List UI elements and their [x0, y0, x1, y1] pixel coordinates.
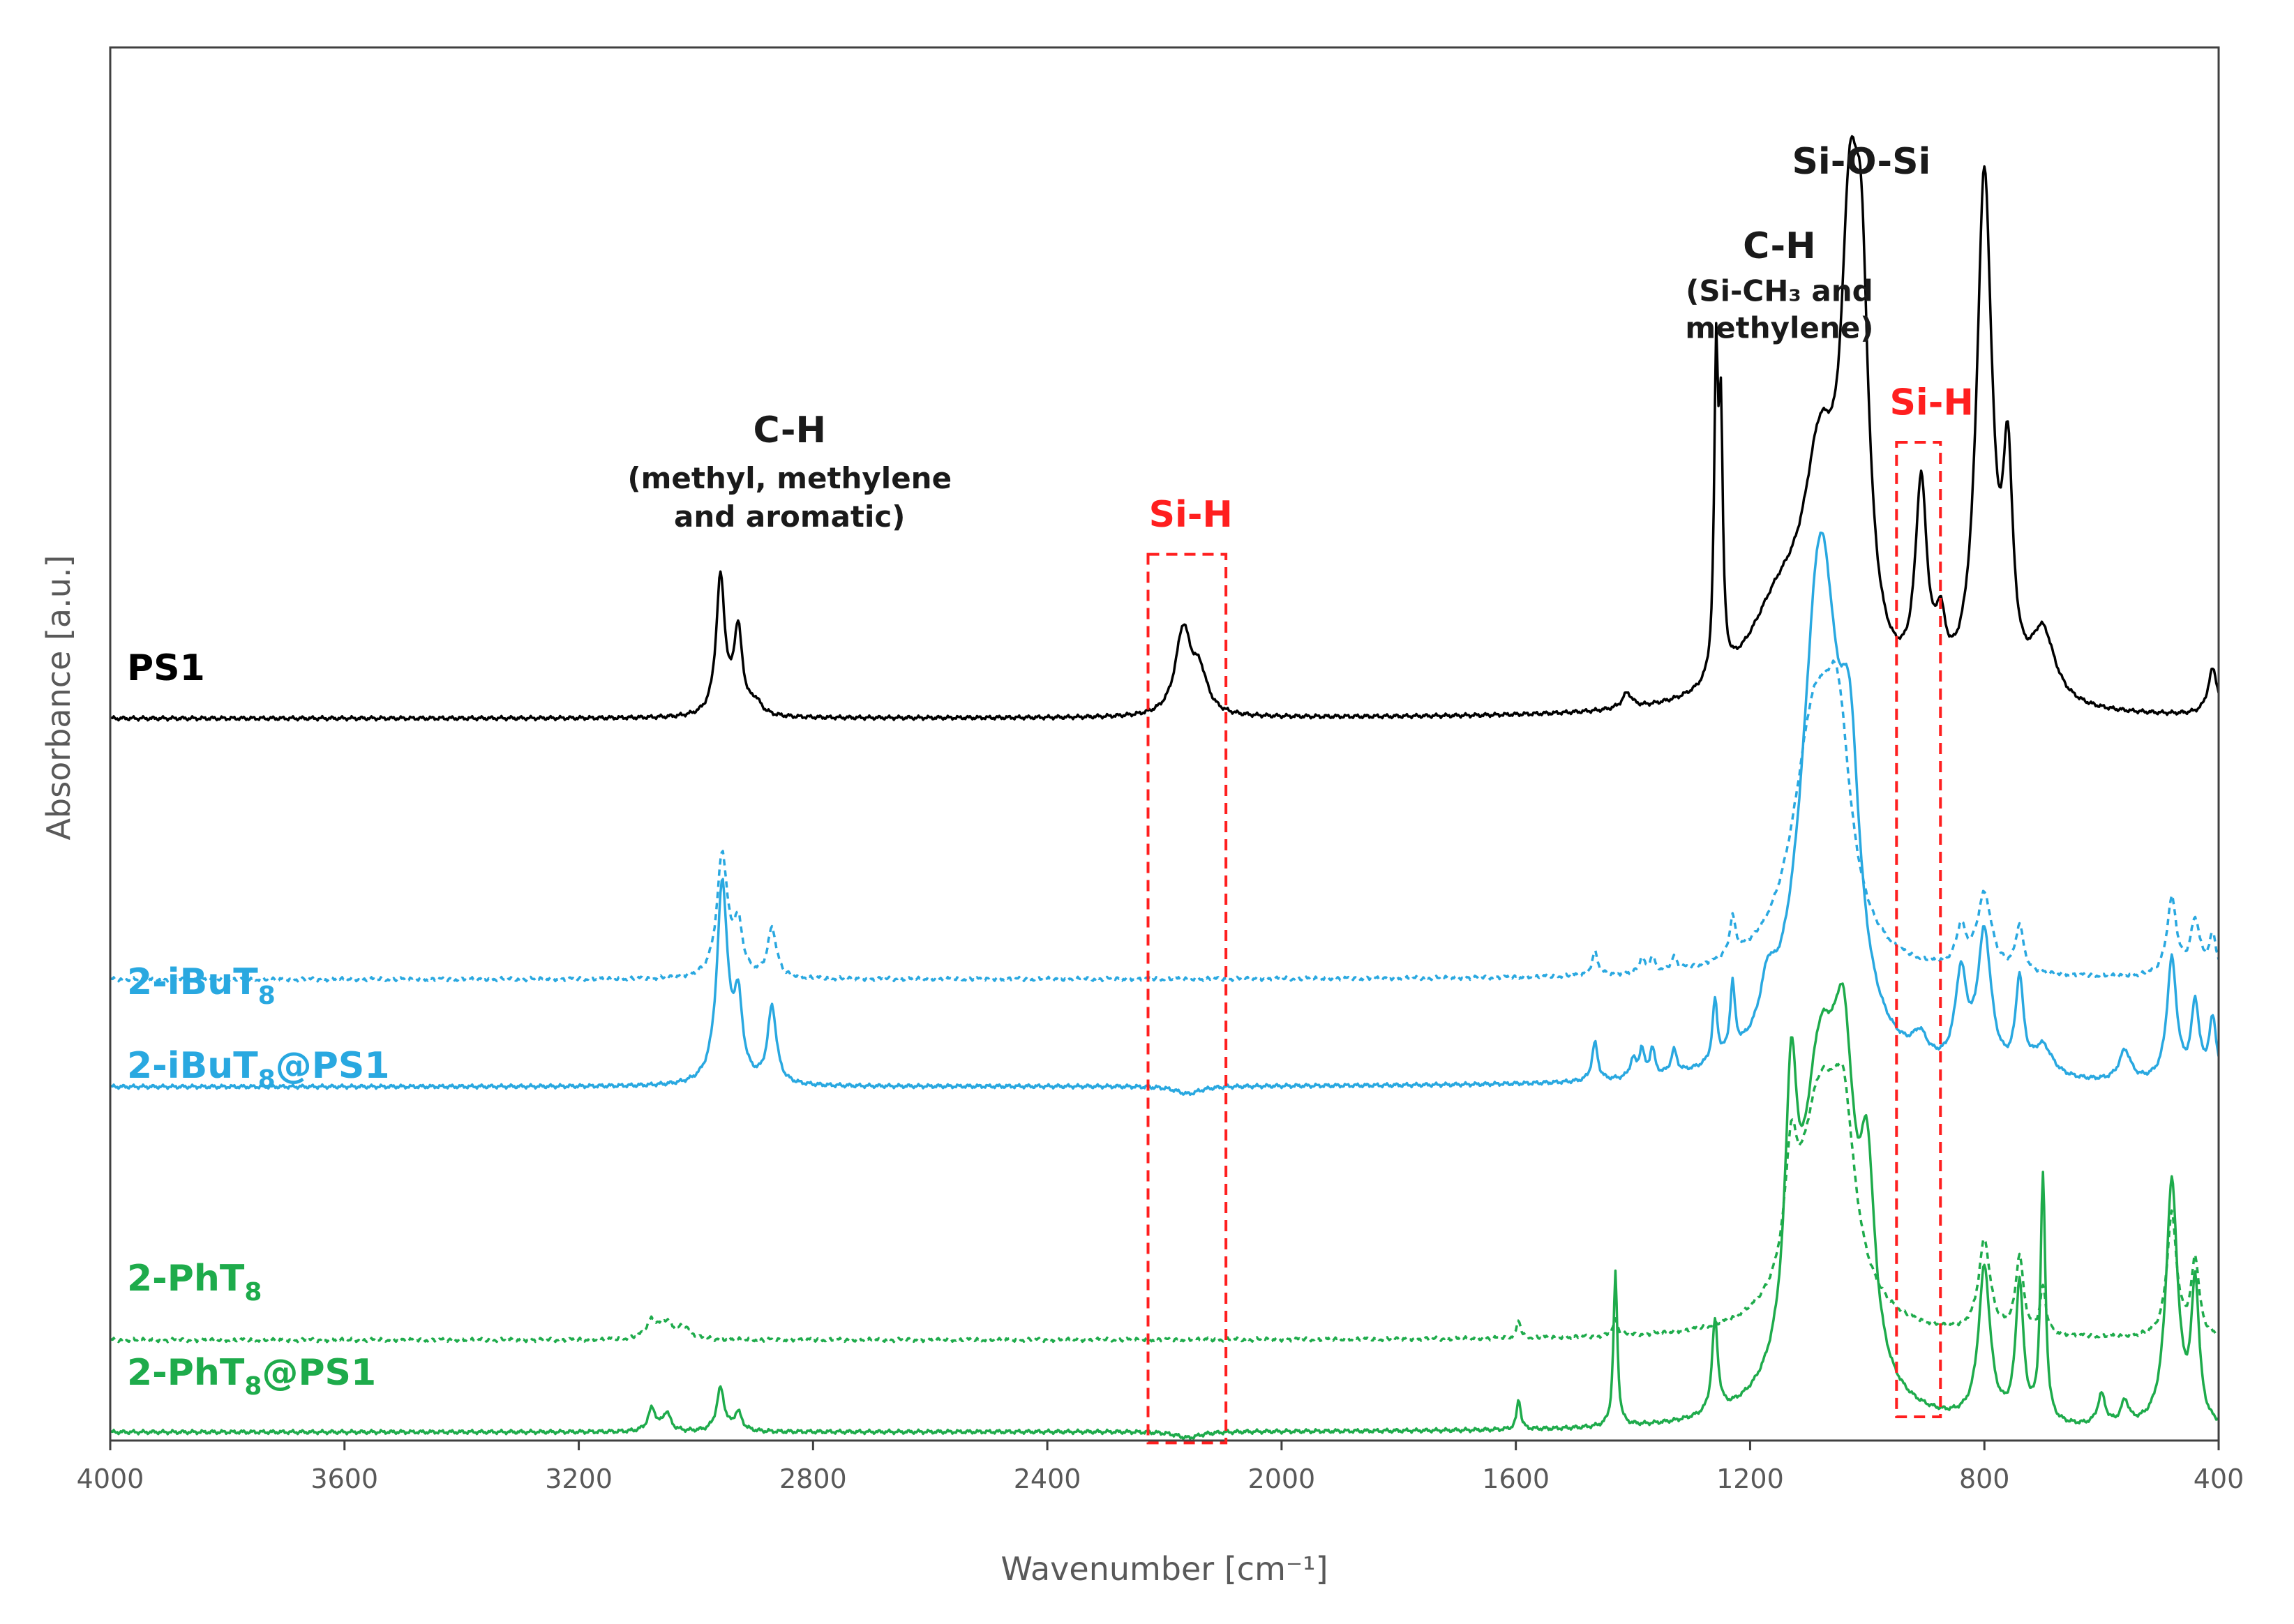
- series-label-main: PS1: [127, 647, 205, 689]
- plot-frame: [109, 46, 2220, 1442]
- series-label-2-pht8: 2-PhT8: [127, 1258, 262, 1307]
- x-tick-label: 4000: [77, 1464, 144, 1494]
- y-axis-title: Absorbance [a.u.]: [40, 555, 77, 841]
- peak-annotation: and aromatic): [674, 499, 906, 534]
- series-label-tail: @PS1: [262, 1352, 376, 1394]
- series-label-2-pht8-ps1: 2-PhT8@PS1: [127, 1352, 376, 1401]
- peak-annotation: Si-H: [1889, 382, 1973, 423]
- series-label-subscript: 8: [258, 982, 276, 1010]
- x-tick-label: 400: [2194, 1464, 2244, 1494]
- x-tick-label: 800: [1959, 1464, 2010, 1494]
- series-line-2-pht8-ps1: [110, 982, 2219, 1441]
- x-tick-label: 2000: [1248, 1464, 1316, 1494]
- series-line-2-ibut8-ps1: [110, 532, 2219, 1097]
- si-h-highlight-box-1: [1146, 552, 1228, 1445]
- series-label-subscript: 8: [258, 1065, 276, 1094]
- x-tick-label: 1600: [1482, 1464, 1550, 1494]
- series-label-ps1: PS1: [127, 647, 205, 689]
- peak-annotation: Si-H: [1149, 494, 1233, 536]
- series-line-ps1: [110, 135, 2219, 722]
- peak-annotation: (methyl, methylene: [627, 461, 952, 495]
- x-axis-ticks: 4000 3600 3200 2800 2400 2000 1600 1200 800 400: [77, 1441, 2244, 1494]
- x-tick-label: 3600: [310, 1464, 378, 1494]
- plot-area: [110, 135, 2219, 1441]
- series-label-subscript: 8: [244, 1278, 262, 1307]
- si-h-highlight-box-2: [1895, 441, 1942, 1418]
- peak-annotation: Si-O-Si: [1792, 141, 1931, 183]
- series-label-main: 2-iBuT: [127, 1045, 258, 1087]
- series-label-tail: @PS1: [276, 1045, 390, 1087]
- peak-annotation: (Si-CH₃ and: [1686, 274, 1873, 308]
- series-label-main: 2-PhT: [127, 1258, 245, 1300]
- series-label-main: 2-PhT: [127, 1352, 245, 1394]
- series-label-main: 2-iBuT: [127, 961, 258, 1003]
- x-tick-label: 1200: [1716, 1464, 1784, 1494]
- x-tick-label: 2800: [779, 1464, 847, 1494]
- peak-annotation: C-H: [754, 409, 826, 451]
- series-label-subscript: 8: [244, 1372, 262, 1401]
- x-axis-title: Wavenumber [cm⁻¹]: [1000, 1550, 1328, 1588]
- series-label-2-ibut8-ps1: 2-iBuT8@PS1: [127, 1045, 390, 1094]
- x-tick-label: 3200: [545, 1464, 613, 1494]
- x-tick-label: 2400: [1014, 1464, 1081, 1494]
- peak-annotation: methylene): [1685, 310, 1873, 345]
- peak-annotation: C-H: [1743, 225, 1815, 267]
- series-label-2-ibut8: 2-iBuT8: [127, 961, 276, 1010]
- series-line-2-ibut8: [110, 659, 2219, 983]
